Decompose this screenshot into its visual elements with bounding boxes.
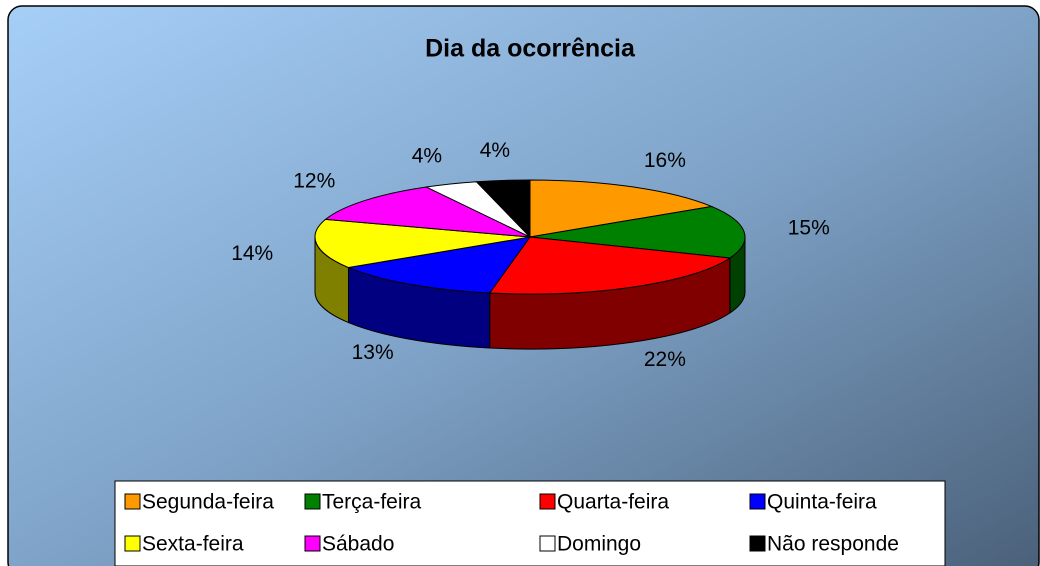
legend-swatch	[539, 493, 556, 510]
legend-swatch	[539, 535, 556, 552]
legend-label: Terça-feira	[322, 491, 422, 514]
data-label: 13%	[352, 341, 394, 364]
data-label: 12%	[293, 170, 335, 193]
legend-box	[114, 480, 946, 566]
legend-label: Quarta-feira	[557, 491, 669, 514]
slice	[529, 205, 746, 259]
legend-label: Sexta-feira	[142, 533, 244, 556]
legend-label: Não responde	[767, 533, 899, 556]
legend-label: Segunda-feira	[142, 491, 274, 514]
slice	[488, 236, 732, 295]
slice	[475, 179, 531, 239]
legend-swatch	[304, 493, 321, 510]
slice	[346, 236, 532, 294]
chart-title: Dia da ocorrência	[425, 35, 636, 63]
slice	[324, 186, 531, 238]
data-label: 4%	[412, 145, 442, 168]
data-label: 14%	[231, 242, 273, 265]
data-label: 22%	[644, 348, 686, 371]
legend-swatch	[749, 535, 766, 552]
legend-swatch	[124, 535, 141, 552]
slice	[314, 218, 531, 269]
slice	[529, 179, 714, 238]
data-label: 4%	[480, 139, 510, 162]
legend-label: Sábado	[322, 533, 394, 556]
legend-swatch	[749, 493, 766, 510]
data-label: 15%	[788, 216, 830, 239]
legend-swatch	[124, 493, 141, 510]
legend-label: Domingo	[557, 533, 641, 556]
legend-swatch	[304, 535, 321, 552]
legend-label: Quinta-feira	[767, 491, 877, 514]
data-label: 16%	[644, 149, 686, 172]
